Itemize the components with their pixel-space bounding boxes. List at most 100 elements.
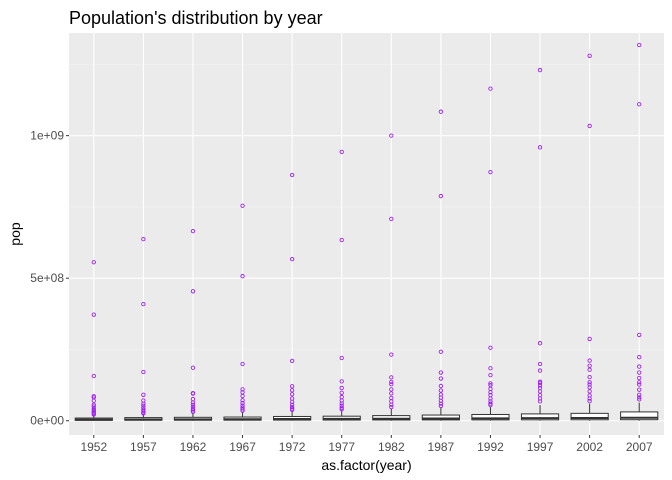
outlier-point bbox=[537, 396, 543, 401]
box-body bbox=[570, 412, 609, 421]
outlier-point bbox=[637, 370, 642, 375]
outlier-point bbox=[389, 391, 394, 396]
outlier-point bbox=[289, 407, 295, 413]
outlier-point bbox=[637, 392, 642, 397]
box-2007 bbox=[620, 402, 659, 421]
box-1962 bbox=[173, 413, 213, 421]
x-tick-label: 1962 bbox=[180, 440, 207, 454]
outlier-point bbox=[438, 193, 444, 199]
outlier-point bbox=[339, 398, 344, 403]
outlier-point bbox=[339, 390, 344, 395]
outlier-point bbox=[488, 390, 493, 395]
outlier-point bbox=[240, 274, 245, 279]
outlier-point bbox=[637, 375, 642, 381]
outlier-point bbox=[91, 398, 96, 403]
outlier-point bbox=[488, 366, 493, 371]
outlier-point bbox=[240, 408, 245, 413]
outlier-point bbox=[240, 393, 245, 399]
outlier-point bbox=[389, 387, 394, 392]
outlier-point bbox=[339, 385, 344, 391]
outlier-point bbox=[488, 345, 493, 350]
box-body bbox=[520, 413, 560, 421]
outlier-point bbox=[289, 404, 295, 410]
outlier-point bbox=[389, 352, 394, 357]
outlier-point bbox=[91, 373, 96, 379]
outlier-point bbox=[190, 289, 196, 294]
outlier-point bbox=[141, 401, 146, 406]
outlier-point bbox=[339, 355, 344, 361]
outlier-point bbox=[537, 368, 543, 373]
outlier-point bbox=[190, 409, 196, 415]
outlier-point bbox=[587, 363, 592, 368]
outlier-point bbox=[141, 409, 146, 414]
outlier-point bbox=[289, 256, 295, 262]
outlier-point bbox=[637, 380, 642, 385]
outlier-point bbox=[438, 401, 444, 406]
outlier-point bbox=[488, 401, 493, 406]
outlier-point bbox=[587, 380, 592, 385]
outlier-point bbox=[289, 358, 295, 364]
box-1972 bbox=[273, 411, 312, 421]
outlier-point bbox=[389, 133, 394, 138]
y-tick-label: 0e+00 bbox=[30, 414, 64, 428]
outlier-point bbox=[438, 109, 444, 114]
outlier-point bbox=[537, 399, 543, 404]
outlier-point bbox=[587, 382, 592, 387]
chart-title: Population's distribution by year bbox=[69, 8, 323, 28]
outlier-point bbox=[190, 228, 196, 234]
outlier-point bbox=[289, 384, 295, 389]
outlier-point bbox=[339, 401, 344, 406]
outlier-point bbox=[240, 400, 245, 406]
x-tick-label: 1972 bbox=[279, 440, 306, 454]
outlier-point bbox=[141, 301, 146, 307]
y-axis: 0e+00 5e+08 1e+09 bbox=[30, 129, 69, 428]
outlier-point bbox=[637, 397, 642, 402]
outlier-point bbox=[438, 370, 444, 375]
x-tick-label: 1997 bbox=[527, 440, 554, 454]
outlier-point bbox=[91, 312, 96, 317]
x-tick-label: 1982 bbox=[378, 440, 405, 454]
box-1977 bbox=[322, 410, 361, 421]
outlier-point bbox=[587, 398, 592, 404]
outlier-point bbox=[587, 396, 592, 401]
x-axis: 1952 1957 1962 1967 1972 1977 1982 1987 1992 1997… bbox=[80, 435, 653, 454]
outlier-point bbox=[488, 381, 493, 386]
outlier-point bbox=[537, 145, 543, 150]
outlier-point bbox=[637, 364, 642, 369]
outlier-point bbox=[587, 53, 592, 58]
outlier-point bbox=[339, 407, 344, 412]
outlier-point bbox=[389, 379, 394, 385]
outlier-point bbox=[537, 67, 543, 73]
outlier-point bbox=[141, 411, 146, 416]
outlier-point bbox=[438, 383, 444, 389]
outlier-point bbox=[190, 400, 196, 405]
box-body bbox=[471, 413, 510, 421]
outlier-point bbox=[438, 388, 444, 393]
box-body bbox=[620, 411, 659, 421]
box-2002 bbox=[570, 403, 609, 421]
outliers-layer bbox=[91, 42, 642, 417]
outlier-point bbox=[587, 123, 592, 129]
grid-lines bbox=[69, 33, 664, 435]
outlier-point bbox=[240, 361, 245, 367]
x-axis-title: as.factor(year) bbox=[321, 457, 411, 473]
box-body bbox=[421, 414, 460, 421]
outlier-point bbox=[488, 372, 493, 378]
y-axis-title: pop bbox=[7, 222, 23, 246]
outlier-point bbox=[587, 389, 592, 394]
outlier-point bbox=[637, 382, 642, 387]
outlier-point bbox=[91, 412, 96, 417]
outlier-point bbox=[389, 402, 394, 407]
outlier-point bbox=[537, 361, 543, 367]
x-tick-label: 1952 bbox=[80, 440, 107, 454]
outlier-point bbox=[389, 404, 394, 410]
outlier-point bbox=[141, 392, 146, 397]
outlier-point bbox=[289, 399, 295, 405]
outlier-point bbox=[438, 398, 444, 403]
box-1967 bbox=[223, 412, 262, 421]
outlier-point bbox=[637, 395, 642, 400]
outlier-point bbox=[637, 42, 642, 48]
x-tick-label: 2002 bbox=[576, 440, 603, 454]
outlier-point bbox=[289, 402, 295, 407]
